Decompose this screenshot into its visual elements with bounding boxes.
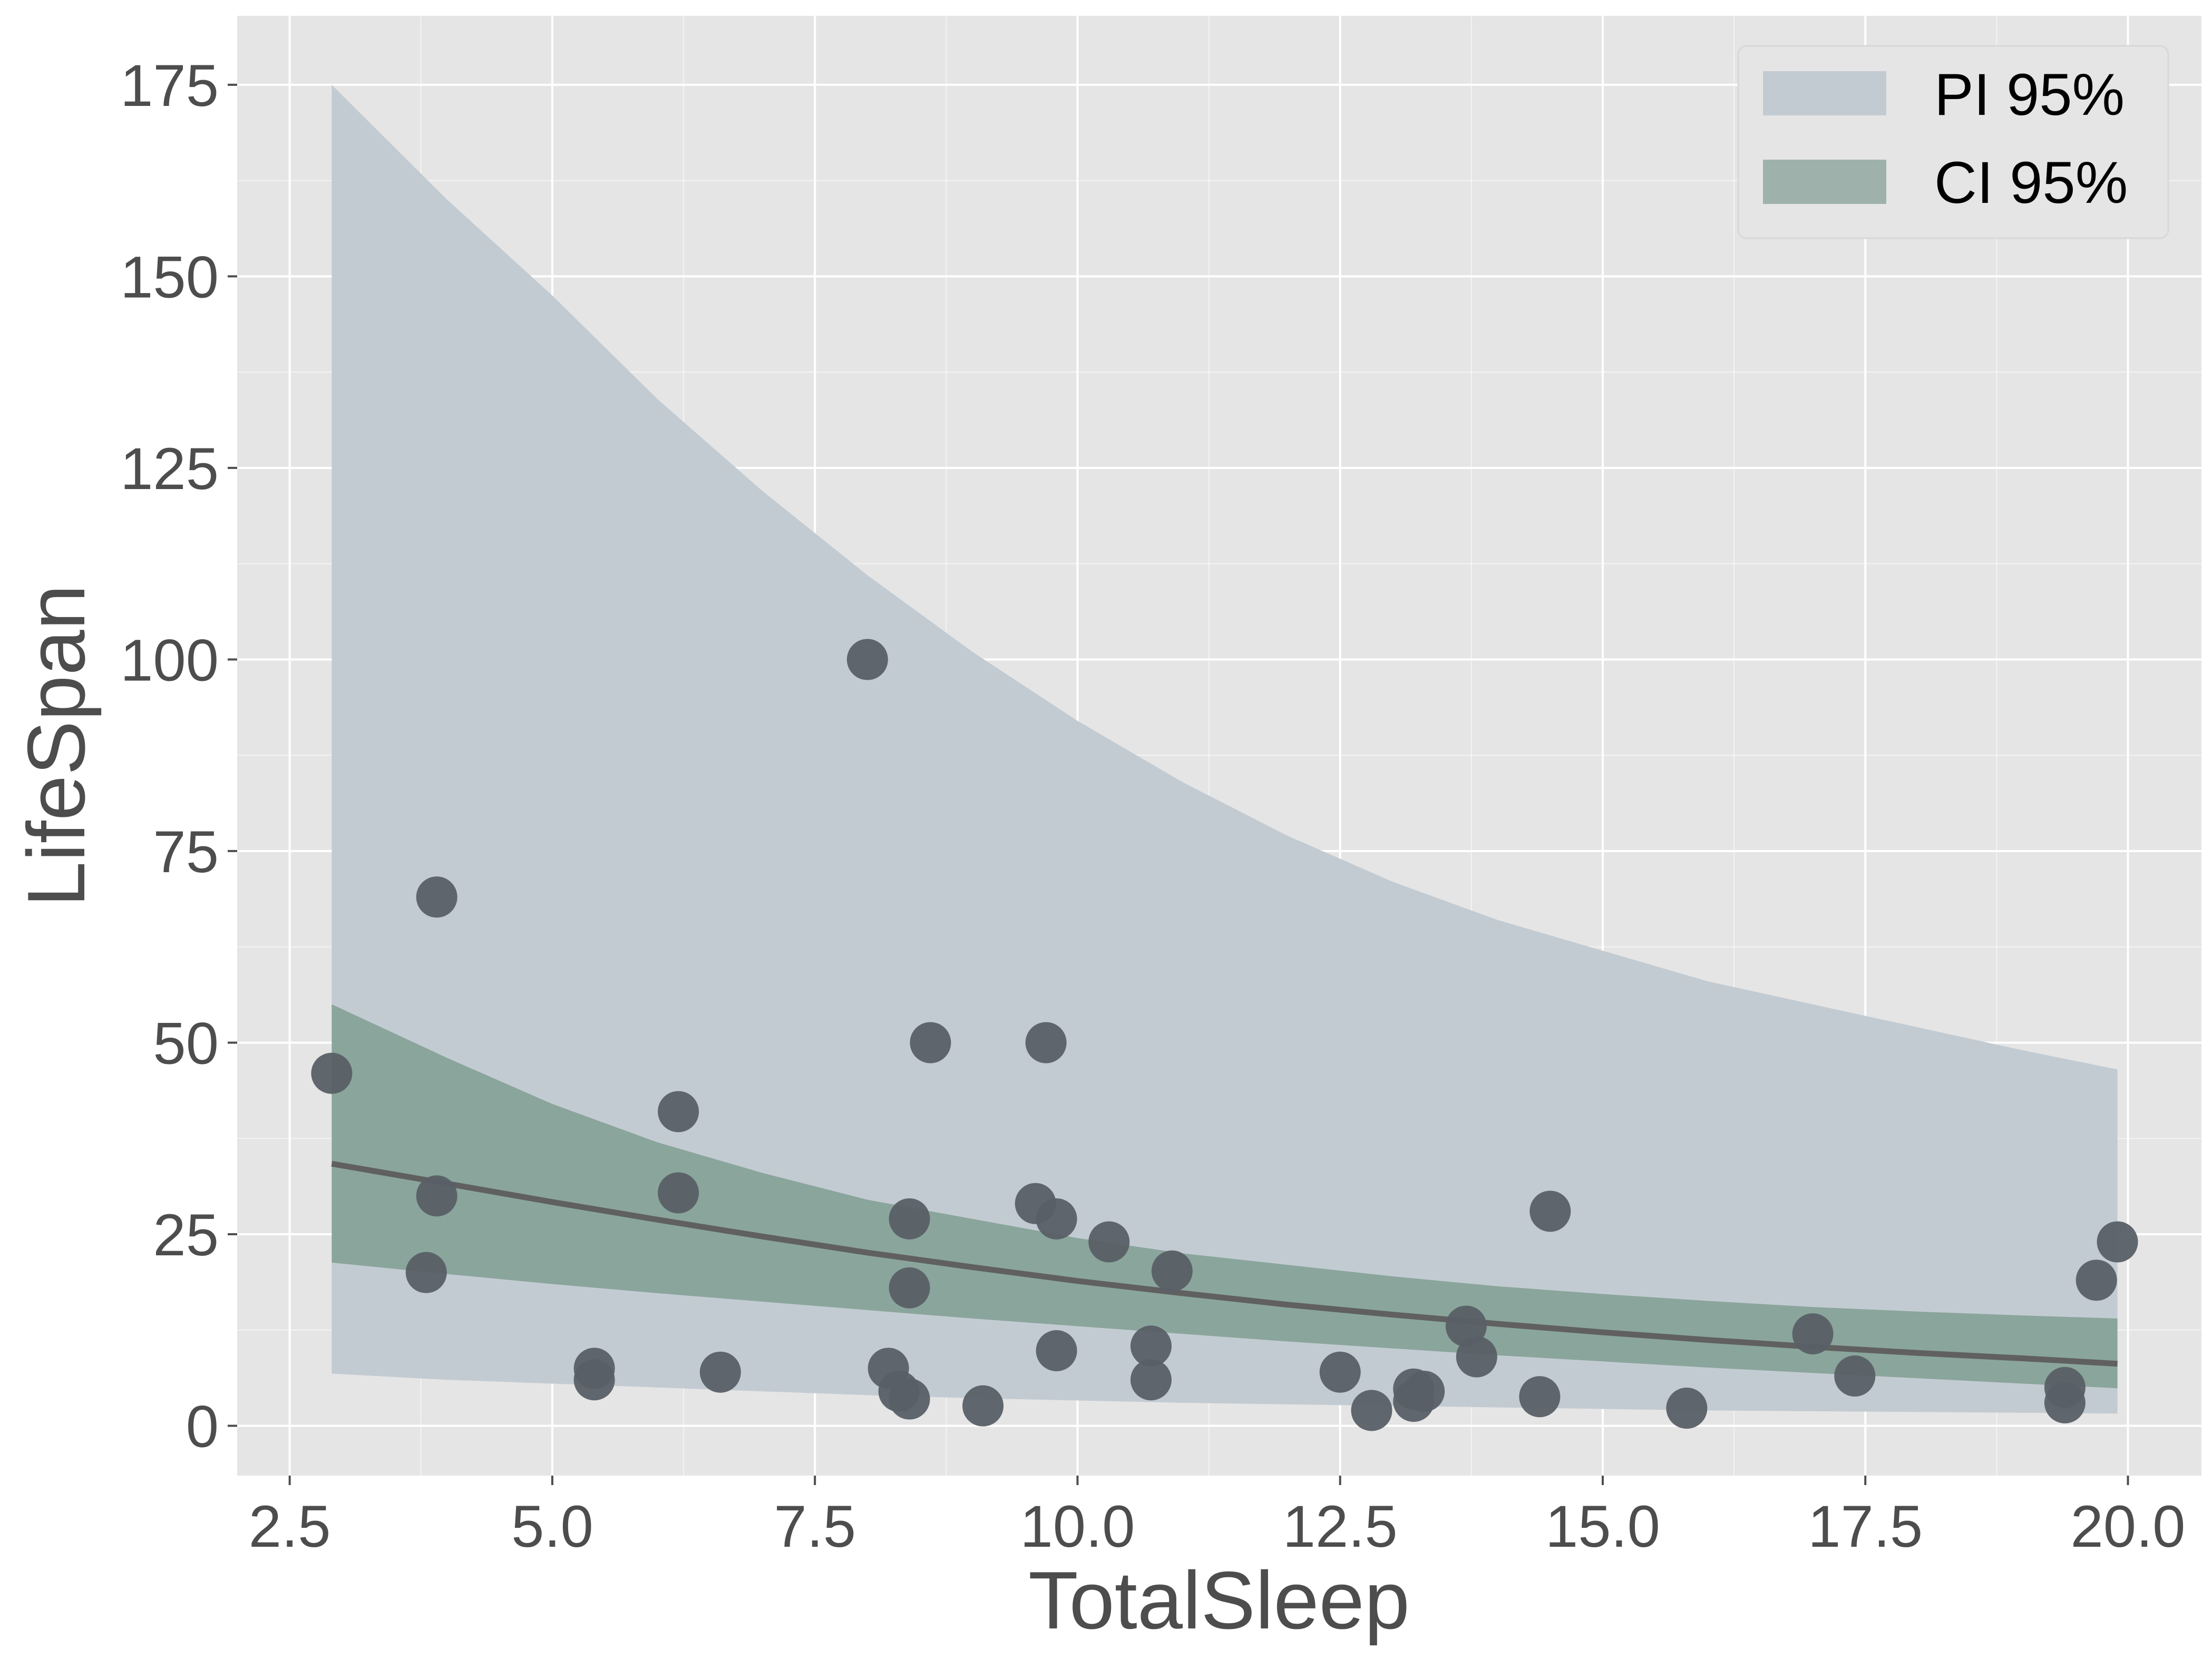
data-point	[1834, 1355, 1876, 1397]
data-point	[1036, 1198, 1077, 1240]
x-tick-label: 7.5	[774, 1494, 856, 1559]
data-point	[2075, 1260, 2117, 1301]
data-point	[699, 1351, 741, 1393]
fit-line	[331, 1160, 2118, 1367]
data-point	[1025, 1022, 1067, 1063]
data-point	[1151, 1250, 1193, 1292]
x-tick-label: 5.0	[511, 1494, 593, 1559]
data-point	[573, 1359, 615, 1401]
data-point	[658, 1091, 699, 1133]
data-point	[962, 1385, 1004, 1427]
legend-label-ci: CI 95%	[1934, 150, 2128, 216]
data-point	[846, 639, 888, 680]
data-point	[658, 1172, 699, 1214]
data-point	[1529, 1190, 1571, 1232]
data-point	[1088, 1221, 1130, 1263]
data-point	[416, 1175, 457, 1217]
data-point	[2097, 1221, 2138, 1263]
data-point	[416, 876, 457, 918]
x-tick-label: 17.5	[1808, 1494, 1923, 1559]
legend: PI 95% CI 95%	[1737, 45, 2169, 239]
ci-band	[332, 1004, 2118, 1389]
data-point	[1456, 1336, 1497, 1378]
legend-swatch-pi	[1763, 71, 1886, 115]
data-point	[1351, 1390, 1392, 1431]
data-point	[1404, 1371, 1445, 1412]
data-point	[910, 1022, 951, 1063]
x-tick-label: 2.5	[249, 1494, 331, 1559]
x-axis-ticks: 2.5 5.0 7.5 10.0 12.5 15.0 17.5 20.0	[249, 1476, 2185, 1559]
legend-label-pi: PI 95%	[1934, 62, 2125, 128]
y-tick-label: 25	[153, 1202, 219, 1268]
data-point	[311, 1052, 353, 1094]
y-tick-label: 0	[186, 1393, 219, 1459]
data-point	[2044, 1382, 2086, 1423]
data-point	[1792, 1313, 1834, 1354]
x-tick-label: 15.0	[1545, 1494, 1660, 1559]
data-point	[1519, 1376, 1561, 1418]
data-point	[889, 1198, 930, 1240]
data-point	[1319, 1351, 1361, 1393]
x-axis-title: TotalSleep	[1028, 1555, 1410, 1646]
pi-band	[332, 84, 2118, 1414]
y-tick-label: 175	[120, 53, 219, 119]
data-point	[889, 1378, 930, 1420]
data-point	[889, 1267, 930, 1309]
x-tick-label: 20.0	[2070, 1494, 2185, 1559]
legend-swatch-ci	[1763, 160, 1886, 204]
y-tick-label: 125	[120, 436, 219, 502]
y-axis-title: LifeSpan	[11, 584, 102, 907]
data-points	[311, 639, 2138, 1431]
data-point	[1666, 1388, 1708, 1429]
x-tick-label: 12.5	[1283, 1494, 1398, 1559]
data-point	[1036, 1330, 1077, 1371]
data-point	[1130, 1359, 1172, 1401]
y-axis-ticks: 0 25 50 75 100 125 150 175	[120, 53, 237, 1459]
data-point	[1130, 1325, 1172, 1367]
y-tick-label: 50	[153, 1010, 219, 1076]
x-tick-label: 10.0	[1020, 1494, 1135, 1559]
y-tick-label: 75	[153, 819, 219, 885]
y-tick-label: 100	[120, 627, 219, 693]
y-tick-label: 150	[120, 244, 219, 310]
data-point	[405, 1252, 447, 1293]
